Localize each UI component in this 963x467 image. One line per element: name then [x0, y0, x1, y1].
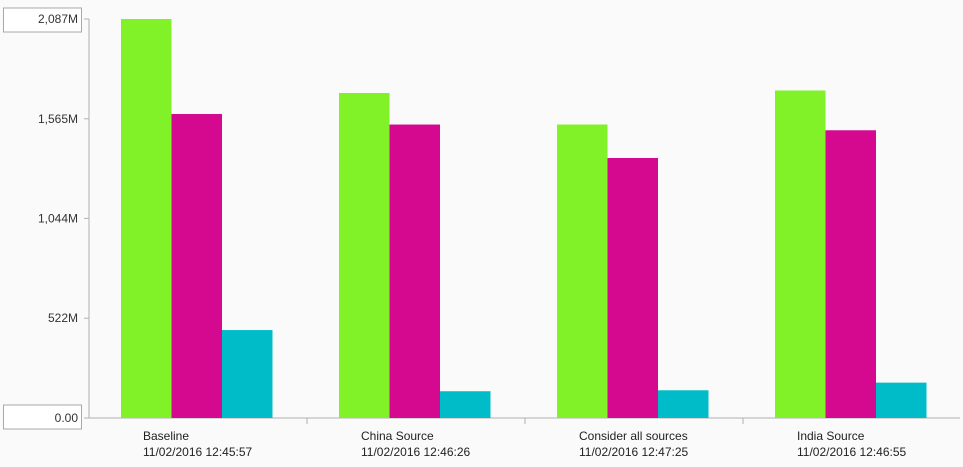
y-tick-label: 522M [48, 311, 78, 325]
x-category-label: Baseline [143, 429, 189, 443]
bar-series1-baseline[interactable] [121, 19, 172, 418]
x-category-timestamp: 11/02/2016 12:45:57 [143, 445, 253, 459]
x-category-timestamp: 11/02/2016 12:47:25 [579, 445, 689, 459]
bar-series3-china-source[interactable] [440, 391, 491, 418]
bar-series2-india-source[interactable] [825, 130, 877, 419]
y-tick-label: 2,087M [38, 12, 78, 26]
y-tick-label: 1,044M [38, 211, 78, 225]
y-tick-label: 0.00 [55, 411, 79, 425]
x-category-timestamp: 11/02/2016 12:46:55 [797, 445, 907, 459]
x-category-timestamp: 11/02/2016 12:46:26 [361, 445, 471, 459]
bar-series2-china-source[interactable] [389, 124, 441, 419]
x-axis: Baseline 11/02/2016 12:45:57 China Source 1… [89, 417, 960, 459]
y-tick-box [3, 404, 82, 430]
x-category-label: Consider all sources [579, 429, 688, 443]
bar-series1-china-source[interactable] [339, 92, 390, 418]
bar-series2-consider-all-sources[interactable] [607, 157, 659, 418]
bar-series3-baseline[interactable] [222, 330, 273, 418]
x-category-label: China Source [361, 429, 434, 443]
bar-series2-baseline[interactable] [171, 114, 223, 418]
x-category-label: India Source [797, 429, 865, 443]
bar-series1-consider-all-sources[interactable] [557, 124, 608, 419]
y-tick-label: 1,565M [38, 112, 78, 126]
bar-series3-consider-all-sources[interactable] [658, 390, 709, 418]
y-tick-box [3, 7, 82, 33]
bar-series3-india-source[interactable] [876, 382, 927, 418]
y-axis: 0.00 522M 1,044M 1,565M 2,087M [3, 7, 90, 430]
bars [121, 19, 927, 419]
bar-series1-india-source[interactable] [775, 90, 826, 419]
